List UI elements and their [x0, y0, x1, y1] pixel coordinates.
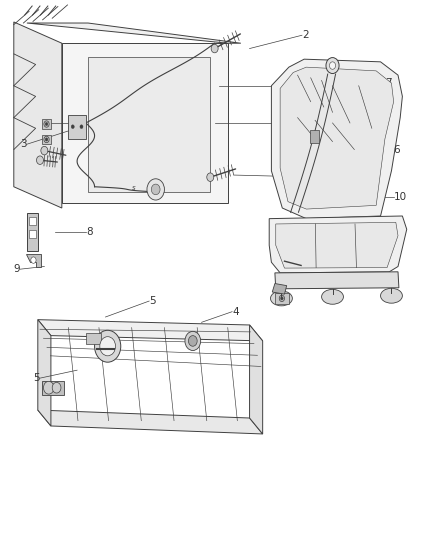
Polygon shape — [272, 284, 287, 294]
Text: 6: 6 — [394, 144, 400, 155]
Polygon shape — [310, 130, 318, 143]
Ellipse shape — [271, 291, 292, 306]
Text: 10: 10 — [394, 192, 407, 203]
Ellipse shape — [321, 289, 343, 304]
Polygon shape — [38, 410, 263, 434]
Text: 1: 1 — [297, 81, 304, 91]
Circle shape — [45, 138, 48, 141]
Circle shape — [31, 257, 36, 263]
Polygon shape — [38, 320, 51, 426]
Text: 2: 2 — [302, 30, 309, 41]
Circle shape — [43, 381, 54, 394]
Text: 4: 4 — [232, 306, 239, 317]
Polygon shape — [280, 67, 394, 209]
Polygon shape — [269, 216, 407, 273]
Circle shape — [80, 125, 83, 128]
Circle shape — [188, 336, 197, 346]
Polygon shape — [276, 222, 398, 268]
Polygon shape — [86, 333, 101, 344]
Text: 5: 5 — [149, 296, 156, 306]
Polygon shape — [26, 254, 41, 266]
Polygon shape — [38, 320, 263, 341]
Polygon shape — [88, 56, 210, 192]
Circle shape — [191, 339, 194, 343]
Circle shape — [207, 173, 214, 181]
Circle shape — [45, 123, 48, 126]
Text: 3: 3 — [20, 139, 27, 149]
Circle shape — [185, 332, 201, 351]
Text: s: s — [132, 185, 136, 191]
Circle shape — [36, 156, 43, 165]
Polygon shape — [29, 216, 35, 225]
Polygon shape — [68, 115, 86, 139]
Circle shape — [44, 121, 49, 127]
Circle shape — [147, 179, 164, 200]
Polygon shape — [42, 135, 51, 144]
Text: 9: 9 — [14, 264, 20, 274]
Circle shape — [44, 136, 49, 143]
Polygon shape — [14, 22, 62, 208]
Circle shape — [281, 297, 283, 300]
Polygon shape — [250, 325, 263, 434]
Text: 5: 5 — [33, 373, 40, 383]
Ellipse shape — [381, 288, 403, 303]
Text: 2: 2 — [276, 171, 283, 181]
Polygon shape — [275, 293, 289, 304]
Circle shape — [192, 340, 194, 342]
Circle shape — [78, 123, 85, 131]
Polygon shape — [29, 230, 35, 238]
Circle shape — [95, 330, 121, 362]
Polygon shape — [275, 272, 399, 289]
Polygon shape — [62, 43, 228, 203]
Circle shape — [326, 58, 339, 74]
Circle shape — [41, 147, 48, 155]
Polygon shape — [27, 23, 241, 43]
Polygon shape — [27, 213, 38, 251]
Text: 11: 11 — [293, 118, 307, 128]
Circle shape — [71, 125, 74, 128]
Text: 7: 7 — [385, 78, 392, 88]
Circle shape — [211, 44, 218, 53]
Text: 8: 8 — [86, 227, 92, 237]
Circle shape — [279, 295, 285, 302]
Polygon shape — [42, 119, 51, 130]
Circle shape — [70, 123, 76, 131]
Circle shape — [151, 184, 160, 195]
Circle shape — [329, 62, 336, 69]
Circle shape — [100, 337, 116, 356]
Polygon shape — [272, 59, 403, 219]
Circle shape — [52, 382, 61, 393]
Polygon shape — [42, 381, 64, 395]
